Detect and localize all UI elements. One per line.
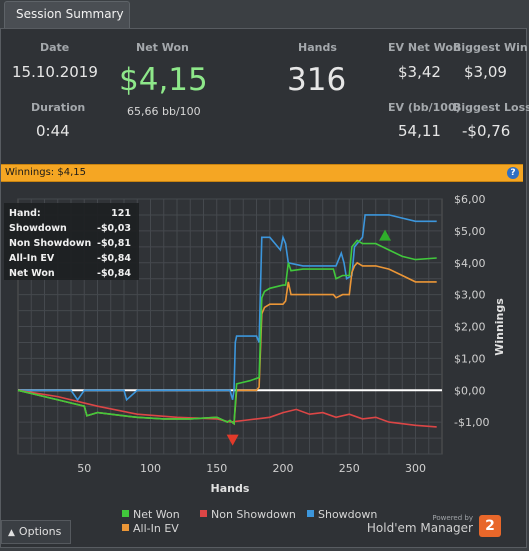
powered-by-label: Powered by [432, 514, 473, 522]
bb-per-100-value: 65,66 bb/100 [127, 105, 201, 118]
legend-swatch [307, 510, 314, 517]
y-tick-label: $1,00 [454, 352, 486, 365]
net-won-label: Net Won [136, 41, 189, 54]
date-value: 15.10.2019 [12, 63, 98, 81]
hover-tooltip: Hand: 121 Showdown -$0,03 Non Showdown -$0,81… [4, 203, 139, 280]
hands-value: 316 [287, 62, 347, 98]
winnings-chart-area: 50 100 150 200 250 300 -$1,00 $0,00 $1,00 $2,00 $… [1, 182, 523, 547]
legend-label: Showdown [318, 508, 377, 521]
y-tick-label: $5,00 [454, 225, 486, 238]
ev-net-won-value: $3,42 [398, 63, 441, 81]
legend-label: Non Showdown [211, 508, 296, 521]
x-tick-label: 50 [77, 462, 91, 475]
series-line-net-won [17, 239, 437, 426]
brand-logo-icon: 2 [479, 515, 501, 537]
ev-bb-label: EV (bb/100) [388, 101, 461, 114]
max-marker-icon [379, 229, 392, 241]
x-tick-label: 150 [206, 462, 227, 475]
tooltip-row-value: -$0,03 [97, 223, 131, 234]
legend-swatch [200, 510, 207, 517]
legend-label: All-In EV [133, 522, 179, 535]
legend-swatch [122, 510, 129, 517]
y-tick-label: $3,00 [454, 289, 486, 302]
x-tick-label: 100 [140, 462, 161, 475]
x-tick-labels: 50 100 150 200 250 300 [77, 462, 426, 475]
tab-label: Session Summary [16, 7, 124, 21]
biggest-loss-label: Biggest Loss [453, 101, 529, 114]
tooltip-row-label: Non Showdown [9, 238, 92, 249]
markers [226, 229, 392, 446]
tab-session-summary[interactable]: Session Summary [4, 1, 130, 28]
y-tick-label: $4,00 [454, 257, 486, 270]
y-tick-labels: -$1,00 $0,00 $1,00 $2,00 $3,00 $4,00 $5,00 $6,0… [454, 193, 489, 429]
tooltip-row-value: -$0,84 [97, 253, 131, 264]
tooltip-row-value: 121 [111, 208, 131, 219]
tooltip-background [4, 203, 139, 280]
net-won-value: $4,15 [119, 62, 208, 98]
y-tick-label: $0,00 [454, 384, 486, 397]
series-line-non-showdown [17, 389, 437, 428]
winnings-bar-title: Winnings: $4,15 [5, 167, 86, 178]
legend-label: Net Won [133, 508, 180, 521]
tooltip-row-label: All-In EV [9, 253, 55, 264]
x-axis-label: Hands [211, 482, 250, 495]
biggest-win-label: Biggest Win [453, 41, 528, 54]
x-tick-label: 300 [405, 462, 426, 475]
x-tick-label: 250 [339, 462, 360, 475]
options-button[interactable]: ▲ Options [1, 520, 71, 544]
brand-name: Hold'em Manager [366, 521, 473, 535]
duration-label: Duration [31, 101, 86, 114]
series-line-showdown [18, 214, 437, 402]
winnings-bar: Winnings: $4,15 ? [1, 164, 523, 182]
y-axis-label: Winnings [493, 298, 506, 356]
duration-value: 0:44 [36, 122, 70, 140]
chart-legend: Net Won Non Showdown Showdown All-In EV [122, 508, 377, 535]
date-label: Date [40, 41, 70, 54]
help-icon[interactable]: ? [507, 167, 519, 179]
legend-swatch [122, 524, 129, 531]
tooltip-row-label: Net Won [9, 268, 55, 279]
ev-net-won-label: EV Net Won [388, 41, 461, 54]
tooltip-row-value: -$0,81 [97, 238, 131, 249]
tooltip-row-label: Hand: [9, 208, 41, 219]
biggest-win-value: $3,09 [464, 63, 507, 81]
y-tick-label: $6,00 [454, 193, 486, 206]
tooltip-row-value: -$0,84 [97, 268, 131, 279]
winnings-chart: 50 100 150 200 250 300 -$1,00 $0,00 $1,00 $2,00 $… [4, 193, 506, 535]
y-tick-label: -$1,00 [454, 416, 489, 429]
biggest-loss-value: -$0,76 [462, 122, 511, 140]
chevron-up-icon: ▲ [8, 528, 15, 538]
options-label: Options [18, 525, 62, 538]
series-lines [17, 214, 437, 428]
x-tick-label: 200 [273, 462, 294, 475]
hands-label: Hands [298, 41, 337, 54]
ev-bb-value: 54,11 [398, 122, 441, 140]
tooltip-row-label: Showdown [9, 223, 67, 234]
min-marker-icon [226, 434, 239, 446]
y-tick-label: $2,00 [454, 321, 486, 334]
